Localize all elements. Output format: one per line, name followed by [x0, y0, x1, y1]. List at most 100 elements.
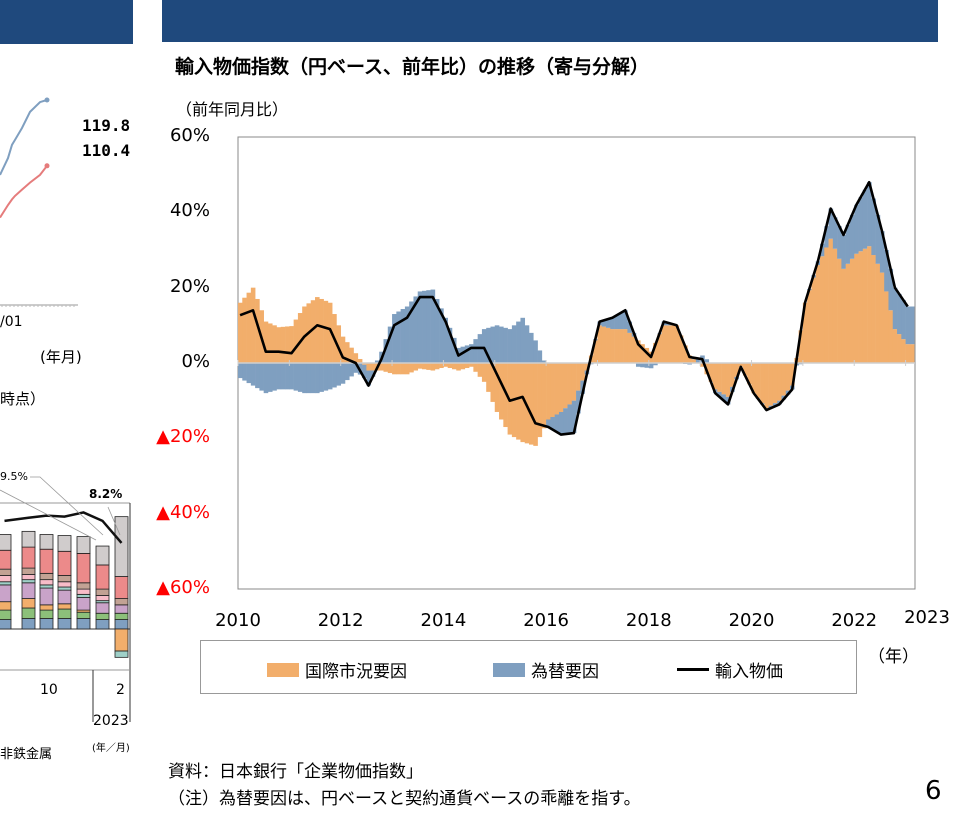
stacked-bar-segment [114, 619, 129, 630]
bar-commodity [289, 326, 294, 363]
bar-commodity [610, 329, 615, 363]
bar-commodity [422, 363, 427, 370]
bar-fx [400, 309, 406, 363]
stacked-bar-segment [39, 604, 54, 611]
bar-fx [344, 363, 350, 381]
bar-commodity [580, 363, 585, 381]
bar-commodity [785, 363, 791, 391]
year-2023: 2023 [93, 713, 129, 729]
stacked-bar-segment [39, 579, 54, 586]
stacked-bar-segment [21, 530, 36, 548]
bar-commodity [635, 340, 641, 363]
bar-fx [293, 363, 299, 391]
stacked-bar-segment [76, 611, 91, 619]
bar-fx [554, 414, 560, 433]
bar-fx [648, 363, 654, 369]
main-chart-plot [237, 136, 916, 590]
bar-commodity [884, 291, 889, 363]
bar-fx [417, 291, 423, 363]
bar-commodity [541, 363, 547, 429]
bar-fx [396, 311, 401, 363]
bar-commodity [606, 327, 611, 363]
stacked-bar-segment [76, 553, 91, 584]
stacked-bar-segment [39, 548, 54, 574]
bar-commodity [815, 265, 821, 363]
bar-fx [644, 363, 650, 368]
bar-fx [349, 363, 354, 377]
bar-commodity [443, 363, 448, 367]
bar-commodity [721, 363, 727, 395]
bar-commodity [832, 248, 838, 363]
bar-commodity [409, 363, 414, 373]
stacked-bar-segment [76, 536, 91, 554]
bar-fx [404, 306, 410, 363]
y-tick-label: 60% [169, 125, 210, 146]
bar-fx [828, 208, 834, 239]
bar-fx [387, 326, 393, 363]
stacked-bar-segment [95, 612, 110, 620]
stacked-bar-segment [21, 574, 36, 581]
bar-fx [820, 243, 825, 257]
callout-leader-a2 [0, 489, 97, 541]
bar-fx [443, 317, 448, 363]
stacked-bar-segment [114, 516, 129, 577]
bar-commodity [875, 263, 881, 363]
stacked-bar-segment [21, 567, 36, 575]
bar-commodity [447, 363, 453, 369]
bar-commodity [413, 363, 419, 371]
stacked-bar-segment [0, 534, 12, 551]
bar-commodity [644, 347, 650, 363]
bar-commodity [344, 342, 350, 363]
stacked-bar-segment [76, 588, 91, 595]
bar-commodity [486, 363, 491, 392]
legend-swatch-commodity [267, 662, 299, 677]
stacked-bar-segment [39, 618, 54, 630]
x-tick-label: 2012 [317, 610, 364, 631]
bar-commodity [858, 251, 864, 363]
bar-commodity [867, 246, 872, 363]
bar-commodity [293, 319, 299, 363]
stacked-bar-segment [57, 550, 72, 576]
bar-commodity [238, 302, 243, 363]
stacked-bar-segment [21, 546, 36, 569]
bar-fx [238, 363, 243, 379]
bar-fx [546, 419, 551, 428]
bar-fx [845, 224, 851, 264]
stacked-bar-segment [57, 618, 72, 630]
bar-commodity [828, 238, 834, 363]
page-number: 6 [925, 776, 942, 806]
bar-fx [601, 320, 607, 327]
bar-commodity [379, 363, 384, 371]
bar-commodity [755, 363, 761, 399]
bar-fx [366, 370, 371, 386]
bar-fx [558, 411, 564, 435]
tick-10: 10 [40, 682, 58, 698]
bar-fx [460, 346, 466, 363]
bar-fx [884, 250, 889, 292]
stacked-bar-segment [76, 582, 91, 590]
bar-fx [319, 363, 324, 392]
stacked-bar-segment [114, 598, 129, 606]
bar-commodity [439, 363, 444, 369]
bar-commodity [849, 258, 855, 363]
stacked-bar-segment [39, 587, 54, 606]
bar-fx [687, 363, 692, 365]
stacked-bar-segment [114, 628, 129, 652]
bar-fx [623, 310, 628, 330]
bar-fx [640, 363, 645, 368]
bar-commodity [691, 359, 697, 363]
bar-commodity [802, 302, 808, 363]
bar-fx [841, 234, 846, 269]
bar-fx [255, 363, 260, 389]
bar-fx [447, 327, 453, 363]
bar-commodity [768, 363, 774, 406]
stacked-bar-segment [0, 609, 12, 620]
bar-fx [871, 198, 876, 256]
bar-commodity [250, 287, 256, 363]
bar-commodity [469, 363, 474, 367]
bar-commodity [837, 258, 842, 363]
bar-fx [332, 363, 337, 388]
stacked-bar-segment [0, 568, 12, 576]
bar-commodity [790, 363, 795, 386]
bar-fx [469, 344, 474, 363]
